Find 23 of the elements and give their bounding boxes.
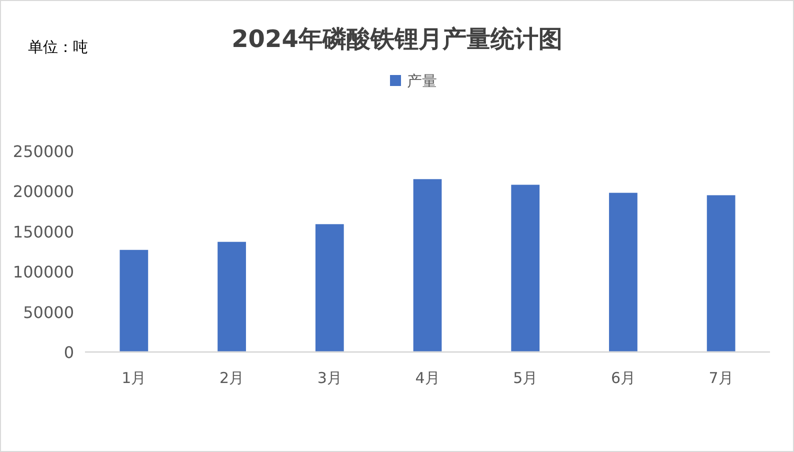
bar (609, 192, 638, 352)
chart-title: 2024年磷酸铁锂月产量统计图 (232, 25, 562, 53)
x-tick-label: 7月 (708, 369, 734, 387)
bar (511, 184, 540, 352)
y-tick-label: 50000 (23, 302, 74, 322)
x-tick-label: 6月 (610, 369, 636, 387)
y-tick-label: 0 (64, 343, 74, 362)
y-tick-label: 100000 (12, 262, 74, 282)
bar (315, 224, 344, 352)
bar (120, 250, 148, 352)
y-tick-label: 250000 (12, 142, 74, 161)
x-tick-label: 1月 (122, 369, 146, 387)
legend-label: 产量 (407, 72, 437, 90)
bar (413, 179, 442, 352)
x-tick-label: 4月 (415, 369, 440, 387)
x-tick-label: 5月 (513, 369, 538, 387)
bar (706, 195, 736, 352)
bar (218, 242, 246, 352)
text: 单位：吨 (28, 38, 88, 56)
x-tick-label: 2月 (220, 369, 244, 387)
x-tick-label: 3月 (317, 369, 342, 387)
y-tick-label: 200000 (12, 182, 74, 202)
y-tick-label: 150000 (12, 222, 74, 242)
